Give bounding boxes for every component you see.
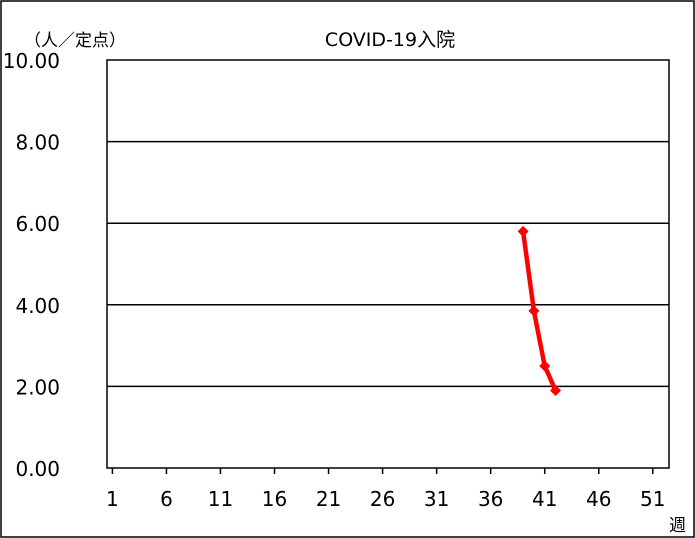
y-tick-label: 6.00 (15, 212, 60, 236)
x-tick-label: 51 (640, 487, 665, 511)
y-tick-label: 4.00 (15, 294, 60, 318)
x-tick-label: 31 (424, 487, 449, 511)
x-tick-label: 16 (262, 487, 287, 511)
x-tick-label: 36 (478, 487, 503, 511)
x-tick-label: 6 (160, 487, 173, 511)
y-tick-label: 2.00 (15, 375, 60, 399)
y-tick-label: 8.00 (15, 131, 60, 155)
chart-title: COVID-19入院 (325, 29, 455, 51)
x-axis-label: 週 (669, 516, 686, 536)
y-tick-label: 10.00 (3, 49, 60, 73)
x-tick-label: 1 (106, 487, 119, 511)
x-tick-label: 41 (532, 487, 557, 511)
x-tick-label: 46 (586, 487, 611, 511)
x-tick-label: 11 (208, 487, 233, 511)
y-axis-label: （人／定点） (24, 31, 126, 51)
x-tick-label: 26 (370, 487, 395, 511)
x-tick-label: 21 (316, 487, 341, 511)
y-tick-label: 0.00 (15, 457, 60, 481)
